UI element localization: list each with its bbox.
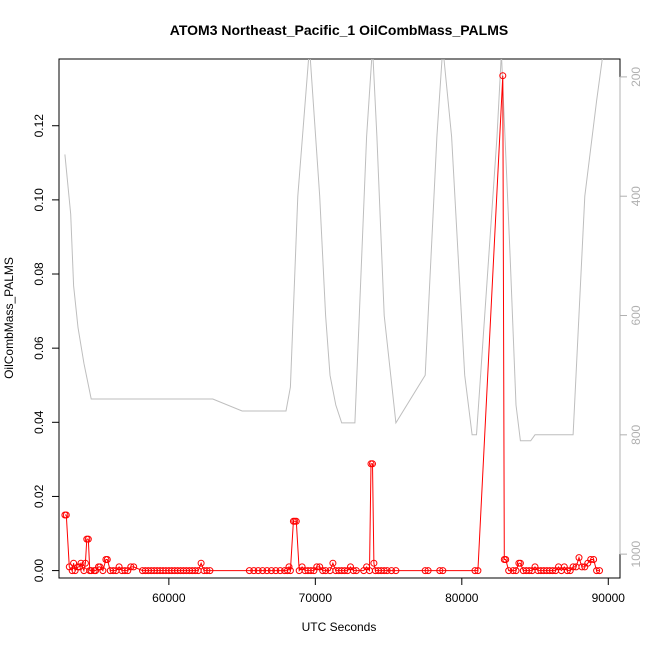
data-point: [370, 559, 378, 567]
data-point: [421, 567, 429, 575]
data-point: [512, 567, 520, 575]
data-point: [259, 567, 267, 575]
data-point: [569, 563, 577, 571]
plot-frame: [58, 58, 621, 579]
data-point: [276, 567, 284, 575]
data-point: [575, 554, 583, 562]
data-point: [197, 559, 205, 567]
series-line: [64, 75, 600, 573]
data-point: [127, 563, 135, 571]
data-point: [76, 563, 83, 571]
data-point: [254, 567, 262, 575]
y-tick-label: 0.00: [32, 559, 46, 583]
y-tick-label: 0.10: [32, 188, 46, 212]
data-point: [307, 567, 315, 575]
x-tick-label: 90000: [592, 591, 626, 605]
data-point: [549, 567, 557, 575]
data-point: [84, 535, 92, 543]
right-tick-label: 800: [629, 424, 643, 444]
data-point: [121, 567, 129, 575]
x-axis-label: UTC Seconds: [302, 620, 377, 634]
y-tick-label: 0.02: [32, 484, 46, 508]
y-tick-label: 0.08: [32, 262, 46, 286]
y-axis-label: OilCombMass_PALMS: [2, 257, 16, 379]
data-point: [525, 567, 533, 575]
right-tick-label: 400: [629, 186, 643, 206]
data-point: [319, 567, 327, 575]
data-point: [313, 563, 321, 571]
data-point: [322, 567, 330, 575]
data-point: [81, 559, 89, 567]
x-tick-label: 60000: [152, 591, 186, 605]
data-point: [392, 567, 400, 575]
data-point: [383, 567, 391, 575]
data-point: [509, 567, 517, 575]
data-point: [250, 567, 258, 575]
right-axis-series: [64, 59, 603, 442]
data-point: [587, 556, 595, 563]
data-point: [285, 563, 293, 571]
y-tick-label: 0.12: [32, 114, 46, 138]
main-series: [61, 72, 603, 575]
chart-title: ATOM3 Northeast_Pacific_1 OilCombMass_PA…: [170, 22, 508, 38]
data-point: [578, 563, 586, 571]
data-point: [380, 567, 388, 575]
data-point: [439, 567, 447, 575]
data-point: [103, 556, 111, 563]
right-tick-label: 600: [629, 305, 643, 325]
data-point: [563, 567, 571, 575]
data-point: [502, 556, 510, 563]
data-point: [505, 567, 513, 575]
data-point: [245, 567, 253, 575]
y-tick-label: 0.06: [32, 336, 46, 360]
data-point: [516, 559, 524, 567]
data-point: [349, 567, 357, 575]
data-point: [272, 567, 280, 575]
data-point: [62, 511, 70, 519]
x-tick-label: 80000: [445, 591, 479, 605]
data-point: [99, 567, 107, 575]
data-point: [341, 567, 349, 575]
data-point: [388, 567, 395, 575]
right-axis: 200 400 600 800 1000: [619, 67, 643, 567]
data-point: [424, 567, 432, 575]
data-point: [499, 72, 507, 80]
data-point: [267, 567, 275, 575]
data-point: [369, 460, 376, 468]
data-point: [263, 567, 271, 575]
data-point: [329, 559, 337, 567]
data-point: [87, 567, 95, 575]
data-point: [352, 567, 360, 575]
right-tick-label: 200: [629, 67, 643, 87]
data-point: [206, 567, 214, 575]
data-point: [590, 556, 598, 563]
x-axis: 60000 70000 80000 90000: [152, 577, 626, 605]
data-point: [130, 563, 138, 571]
data-point: [593, 567, 601, 575]
x-tick-label: 70000: [299, 591, 333, 605]
y-tick-label: 0.04: [32, 410, 46, 434]
y-axis: 0.00 0.02 0.04 0.06 0.08 0.10 0.12: [32, 114, 60, 583]
data-point: [203, 567, 211, 575]
data-point: [596, 567, 603, 575]
data-point: [471, 567, 479, 575]
data-point: [436, 567, 444, 575]
data-point: [70, 559, 78, 567]
data-point: [286, 567, 294, 575]
right-series-line: [64, 59, 603, 442]
right-tick-label: 1000: [629, 540, 643, 567]
data-point: [284, 567, 291, 575]
data-point: [109, 567, 117, 575]
data-point: [68, 567, 76, 575]
data-point: [474, 567, 482, 575]
data-point: [191, 567, 199, 575]
data-point: [292, 517, 300, 525]
data-point: [77, 559, 85, 567]
